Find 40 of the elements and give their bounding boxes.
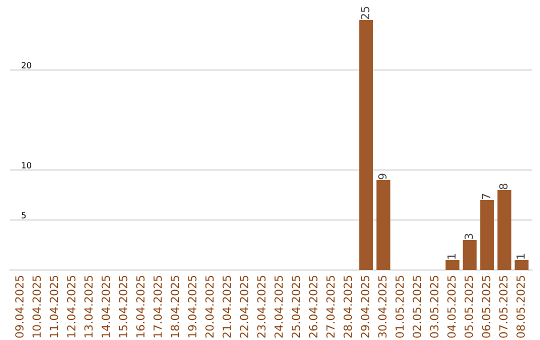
x-tick-label: 19.04.2025 — [188, 276, 196, 338]
x-tick-label: 18.04.2025 — [170, 276, 180, 338]
x-tick-label: 14.04.2025 — [102, 276, 110, 338]
x-tick-label: 01.05.2025 — [395, 276, 404, 338]
x-tick-label: 22.04.2025 — [240, 276, 248, 338]
x-tick-label: 13.04.2025 — [84, 276, 93, 338]
x-tick-label: 09.04.2025 — [15, 276, 24, 338]
y-tick-label: 5 — [22, 212, 26, 218]
x-tick-label: 26.04.2025 — [309, 276, 318, 338]
x-tick-label: 17.04.2025 — [153, 276, 162, 338]
x-tick-label: 02.05.2025 — [412, 276, 422, 338]
data-label: 8 — [499, 184, 508, 190]
x-tick-label: 21.04.2025 — [222, 276, 232, 338]
data-label: 25 — [360, 6, 370, 20]
x-tick-label: 05.05.2025 — [464, 276, 473, 338]
x-tick-label: 16.04.2025 — [136, 276, 145, 338]
x-tick-label: 15.04.2025 — [118, 276, 128, 338]
x-tick-label: 04.05.2025 — [447, 276, 456, 338]
x-tick-label: 07.05.2025 — [499, 276, 508, 338]
y-tick-label: 10 — [22, 162, 32, 168]
y-tick-label: 20 — [22, 62, 32, 68]
data-label: 1 — [516, 254, 525, 259]
x-tick-label: 27.04.2025 — [326, 276, 335, 338]
data-label: 3 — [464, 234, 473, 240]
data-label: 9 — [378, 174, 387, 180]
x-tick-label: 25.04.2025 — [292, 276, 300, 338]
x-tick-label: 29.04.2025 — [360, 276, 370, 338]
x-tick-label: 28.04.2025 — [344, 276, 352, 338]
x-tick-label: 06.05.2025 — [482, 276, 490, 338]
x-tick-label: 03.05.2025 — [430, 276, 438, 338]
x-tick-label: 10.04.2025 — [32, 276, 41, 338]
x-tick-label: 24.04.2025 — [274, 276, 283, 338]
x-tick-label: 20.04.2025 — [205, 276, 214, 338]
x-tick-label: 08.05.2025 — [516, 276, 525, 338]
x-tick-label: 23.04.2025 — [257, 276, 266, 338]
x-tick-label: 11.04.2025 — [50, 276, 58, 338]
x-tick-label: 30.04.2025 — [378, 276, 387, 338]
x-tick-label: 12.04.2025 — [67, 276, 76, 338]
data-label: 7 — [482, 194, 490, 200]
data-label: 1 — [447, 254, 456, 259]
